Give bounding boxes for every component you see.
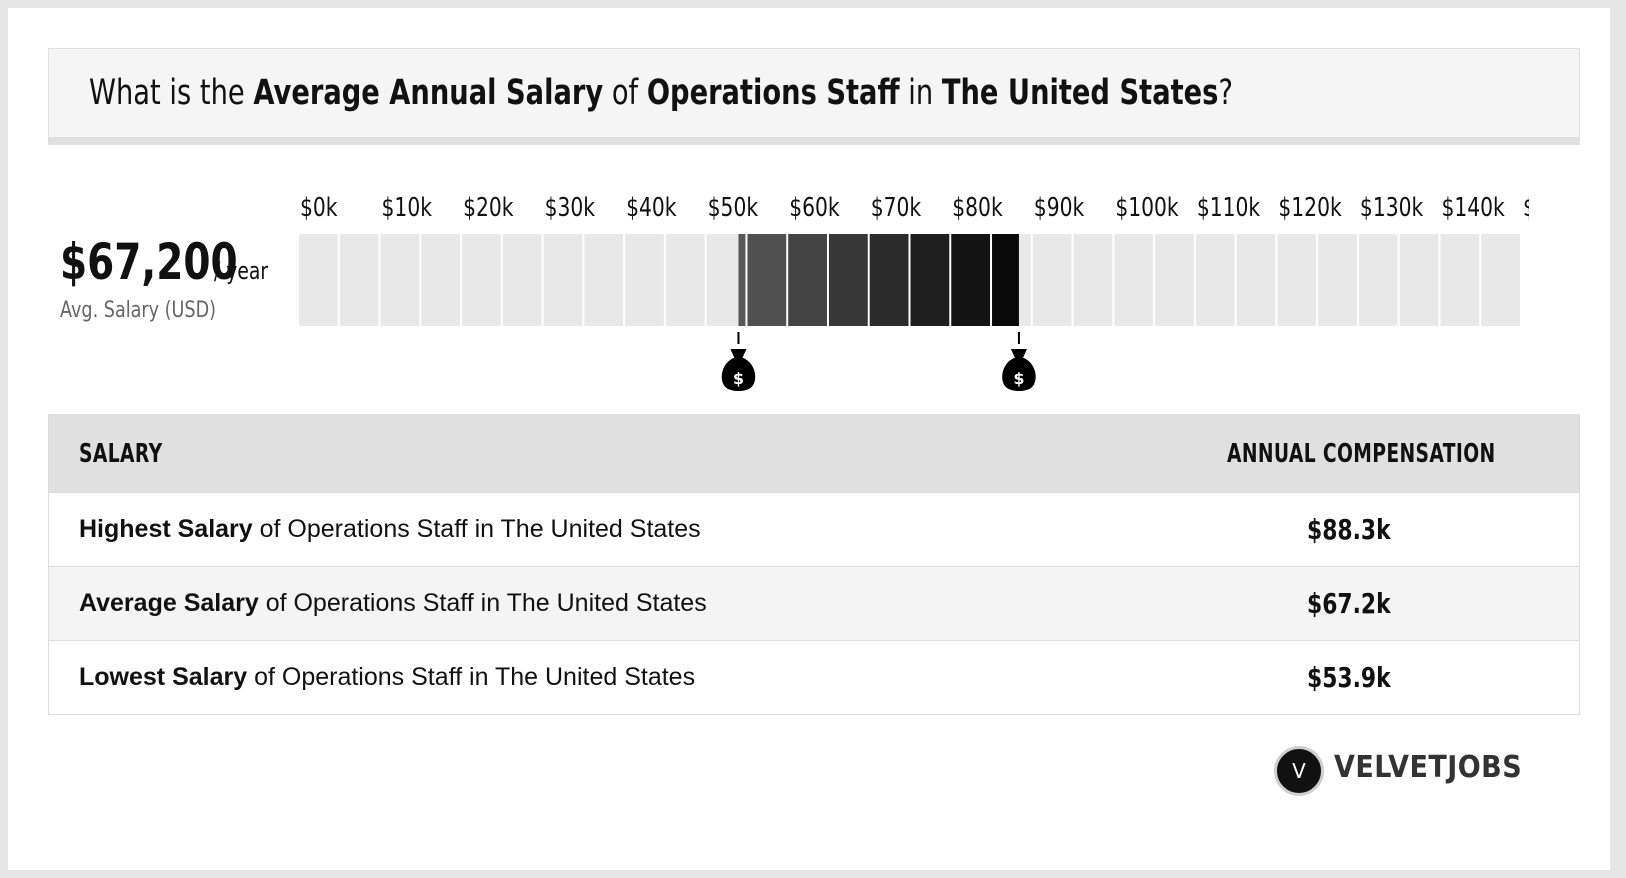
row-label: Average Salary of Operations Staff in Th… [79, 567, 707, 640]
average-salary-unit: / year [214, 257, 269, 285]
svg-text:$: $ [733, 369, 744, 388]
range-segment [747, 234, 787, 326]
header-banner: What is the Average Annual Salary of Ope… [48, 48, 1580, 145]
scale-cell [1236, 234, 1276, 326]
table-row-lowest: Lowest Salary of Operations Staff in The… [49, 640, 1579, 714]
salary-table: SALARY ANNUAL COMPENSATION Highest Salar… [48, 414, 1580, 715]
row-value: $53.9k [1307, 661, 1391, 694]
scale-cell [1318, 234, 1357, 326]
tick-label: $40k [626, 193, 677, 223]
header-salary: SALARY [79, 439, 163, 469]
tick-label: $20k [463, 193, 514, 223]
tick-label: $90k [1034, 193, 1085, 223]
scale-cell [1358, 234, 1398, 326]
tick-label: $50k [708, 193, 759, 223]
table-row-highest: Highest Salary of Operations Staff in Th… [49, 492, 1579, 566]
tick-label: $10k [382, 193, 433, 223]
title-location: The United States [941, 73, 1219, 113]
range-segment [869, 234, 909, 326]
scale-cell [1155, 234, 1194, 326]
scale-cell [299, 234, 338, 326]
average-salary-value: $67,200 [60, 233, 238, 291]
row-label-bold: Lowest Salary [79, 663, 248, 691]
scale-cell [1481, 234, 1520, 326]
table-header: SALARY ANNUAL COMPENSATION [49, 414, 1579, 492]
page-title: What is the Average Annual Salary of Ope… [89, 49, 1556, 137]
tick-label: $140k [1441, 193, 1505, 223]
scale-cell [543, 234, 583, 326]
scale-cell [665, 234, 705, 326]
row-label: Lowest Salary of Operations Staff in The… [79, 641, 695, 714]
scale-cell [1277, 234, 1317, 326]
logo-wordmark: VELVETJOBS [1334, 750, 1523, 785]
tick-label: $70k [871, 193, 922, 223]
scale-cell [1440, 234, 1480, 326]
row-value: $88.3k [1307, 513, 1391, 546]
range-segment [828, 234, 868, 326]
tick-label: $150k+ [1523, 193, 1529, 223]
row-label-rest: of Operations Staff in The United States [247, 663, 696, 691]
logo-mark-icon: V [1274, 746, 1324, 796]
scale-cell [1073, 234, 1113, 326]
tick-label: $30k [545, 193, 596, 223]
average-salary: $67,200 / year [60, 233, 288, 291]
tick-label: $80k [952, 193, 1003, 223]
row-label-bold: Highest Salary [79, 515, 253, 543]
range-segment [992, 234, 1019, 326]
row-value: $67.2k [1307, 587, 1391, 620]
money-bag-icon: $ [1002, 332, 1036, 391]
money-bag-icon: $ [721, 332, 756, 391]
scale-cell [380, 234, 420, 326]
row-label: Highest Salary of Operations Staff in Th… [79, 493, 701, 566]
scale-cell [584, 234, 624, 326]
range-segment [788, 234, 827, 326]
scale-cell [421, 234, 461, 326]
row-label-bold: Average Salary [79, 589, 259, 617]
scale-cell [1114, 234, 1154, 326]
range-segment [738, 234, 746, 326]
scale-cell [625, 234, 664, 326]
salary-card: What is the Average Annual Salary of Ope… [8, 8, 1610, 870]
tick-label: $120k [1278, 193, 1342, 223]
row-label-rest: of Operations Staff in The United States [258, 589, 707, 617]
range-segment [910, 234, 950, 326]
range-segment [951, 234, 991, 326]
title-mid-2: in [899, 73, 942, 113]
scale-cell [1195, 234, 1235, 326]
tick-label: $130k [1360, 193, 1424, 223]
header-annual-compensation: ANNUAL COMPENSATION [1227, 439, 1496, 469]
scale-cell [462, 234, 501, 326]
salary-range-chart: $0k $10k $20k $30k $40k $50k $60k $70k $80k $90k $… [299, 193, 1529, 391]
title-suffix: ? [1218, 73, 1233, 113]
tick-label: $100k [1115, 193, 1179, 223]
scale-cell [502, 234, 542, 326]
title-role: Operations Staff [646, 73, 900, 113]
tick-label: $0k [300, 193, 338, 223]
scale-cell [1399, 234, 1439, 326]
table-row-average: Average Salary of Operations Staff in Th… [49, 566, 1579, 640]
tick-label: $110k [1197, 193, 1261, 223]
row-label-rest: of Operations Staff in The United States [252, 515, 701, 543]
average-salary-label: Avg. Salary (USD) [60, 298, 217, 323]
title-mid-1: of [603, 73, 647, 113]
title-prefix: What is the [89, 73, 254, 113]
scale-cell [1032, 234, 1072, 326]
scale-cell [339, 234, 379, 326]
title-metric: Average Annual Salary [253, 73, 604, 113]
tick-label: $60k [789, 193, 840, 223]
svg-text:$: $ [1013, 369, 1024, 388]
